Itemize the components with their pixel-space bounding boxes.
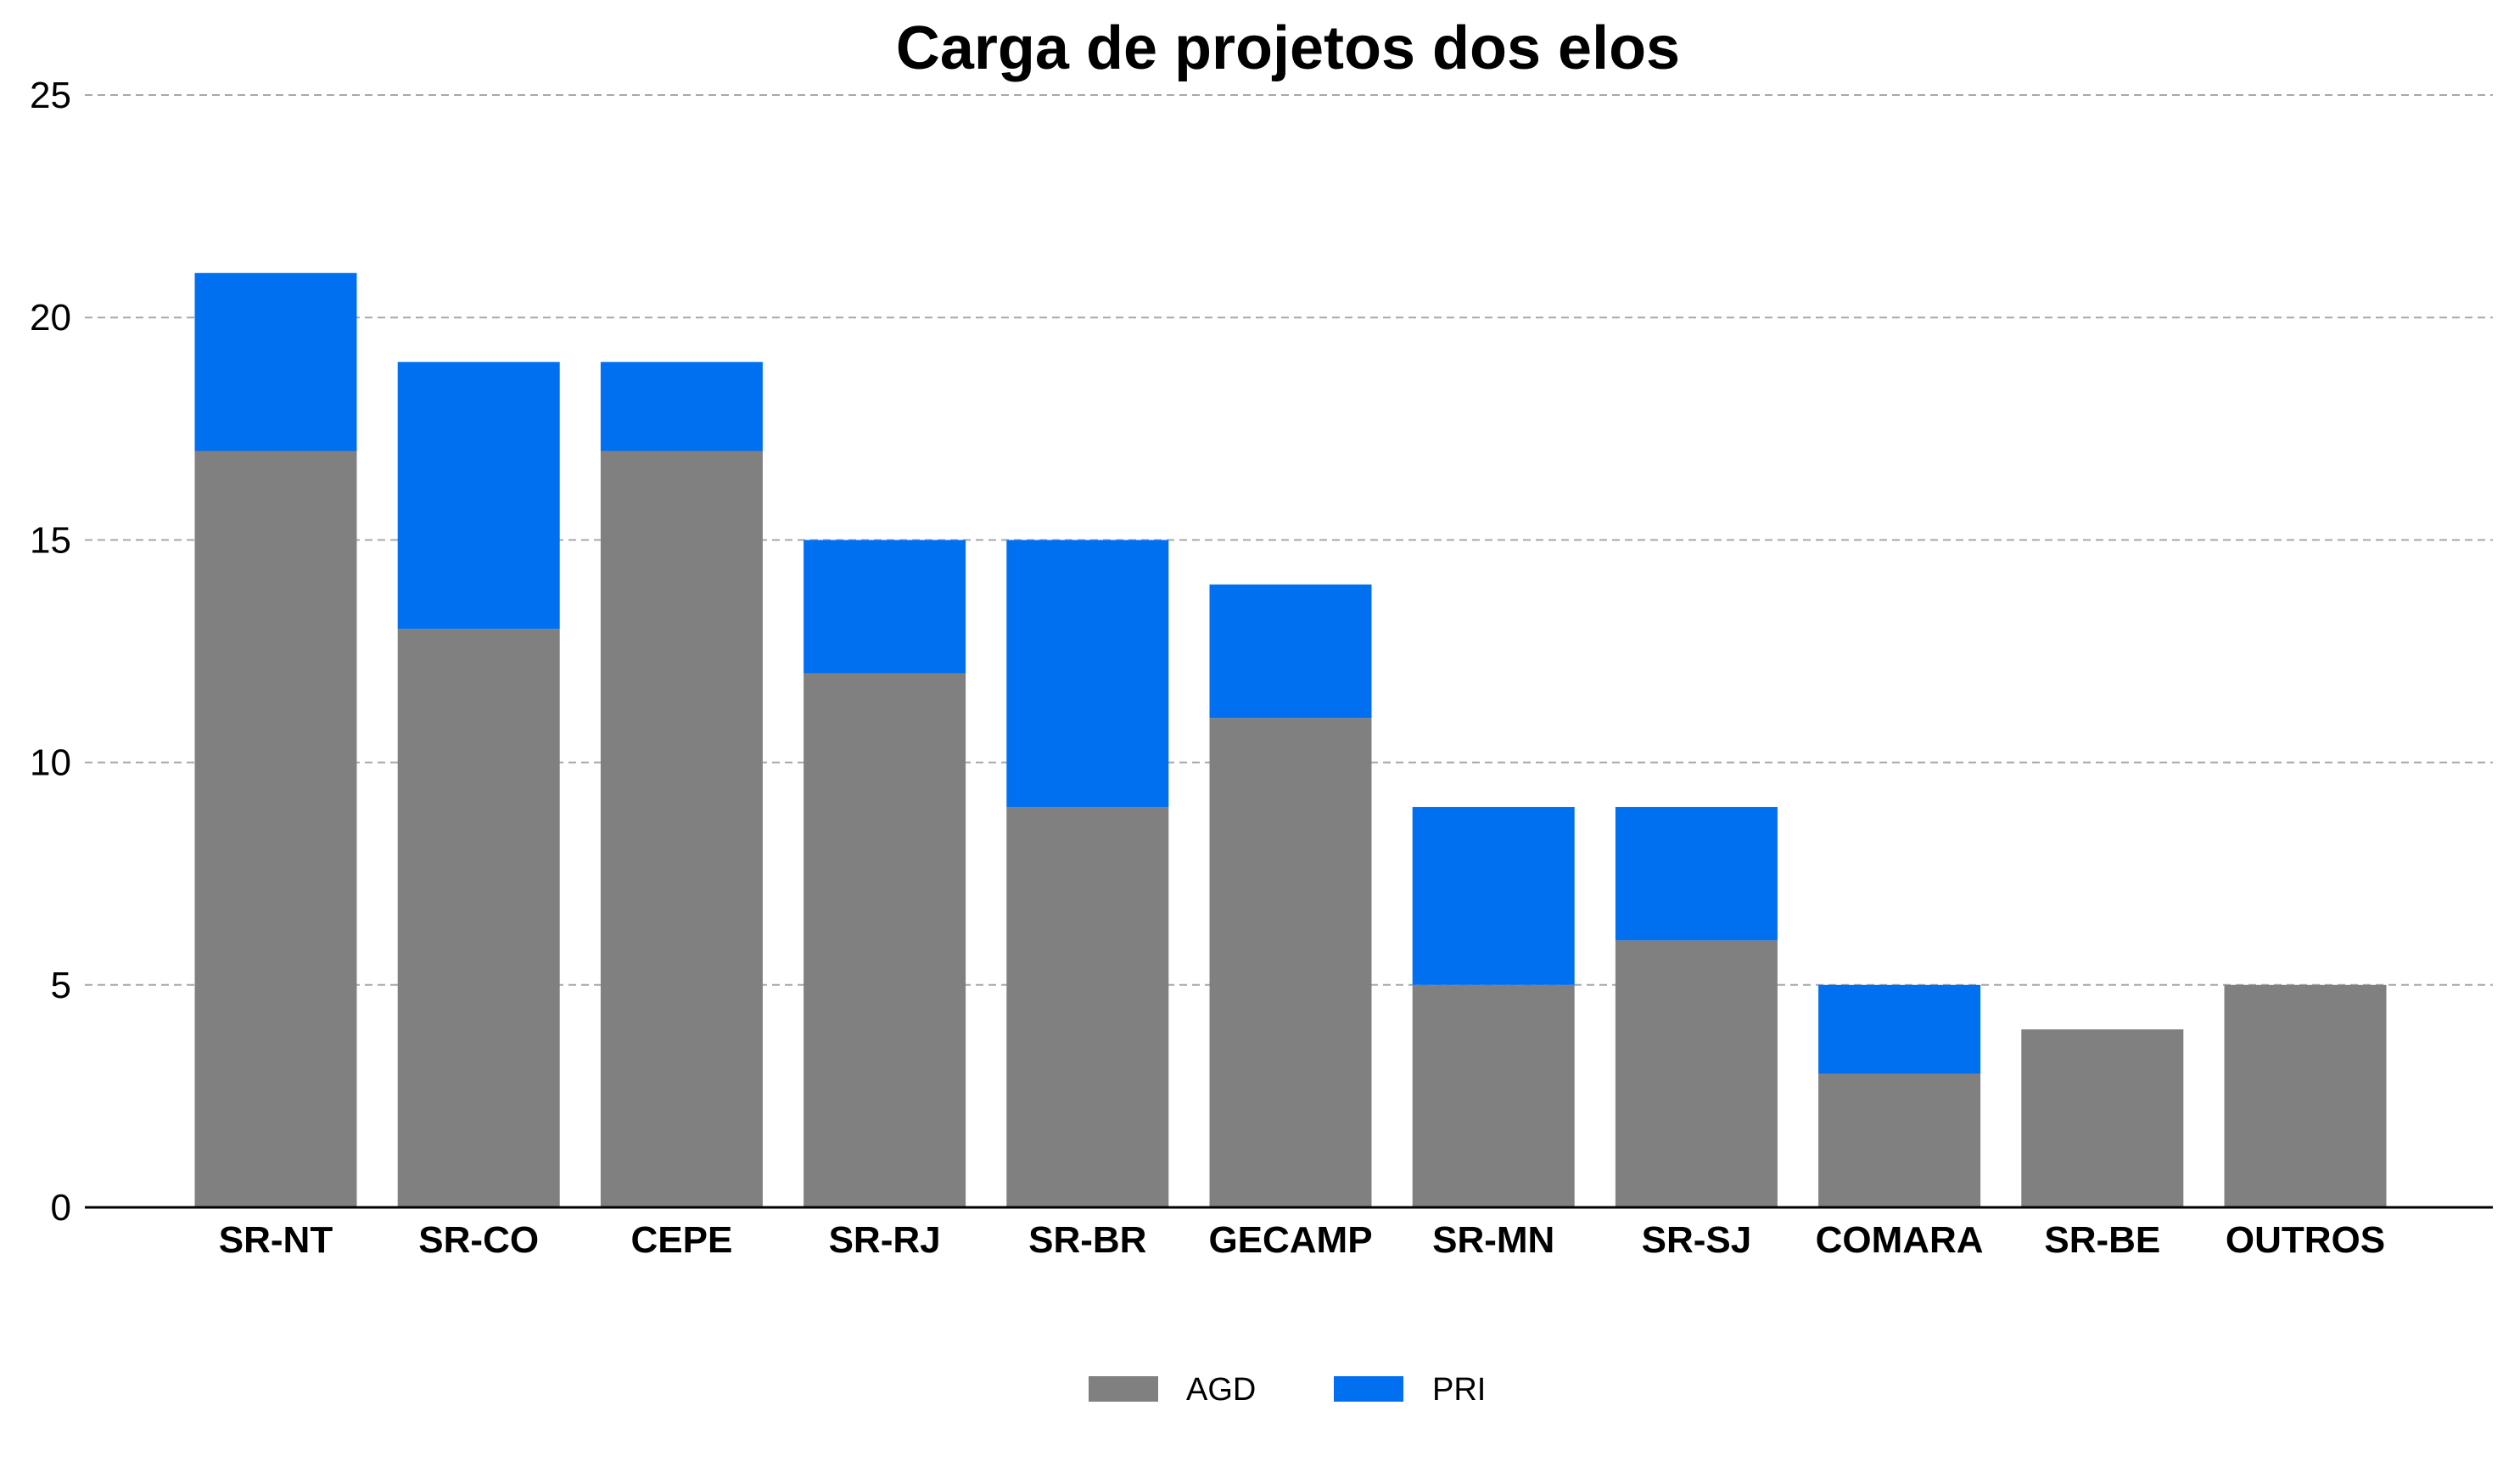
legend-swatch-agd: [1089, 1376, 1158, 1402]
y-tick-label-5: 5: [51, 965, 71, 1006]
x-tick-label-gecamp: GECAMP: [1208, 1219, 1372, 1261]
y-tick-label-0: 0: [51, 1187, 71, 1229]
x-tick-label-sr-br: SR-BR: [1028, 1219, 1146, 1261]
bar-agd-sr-rj: [804, 673, 966, 1207]
x-tick-label-sr-sj: SR-SJ: [1642, 1219, 1752, 1261]
bar-pri-sr-co: [397, 361, 560, 630]
bar-agd-comara: [1818, 1073, 1981, 1207]
bar-agd-sr-br: [1006, 807, 1169, 1207]
x-tick-label-sr-rj: SR-RJ: [829, 1219, 941, 1261]
bar-pri-sr-br: [1006, 540, 1169, 808]
legend-item-agd: AGD: [1089, 1372, 1256, 1408]
bar-pri-comara: [1818, 984, 1981, 1074]
bar-agd-sr-sj: [1615, 940, 1778, 1207]
x-tick-label-outros: OUTROS: [2226, 1219, 2385, 1261]
x-tick-label-cepe: CEPE: [630, 1219, 732, 1261]
y-tick-label-20: 20: [30, 297, 71, 339]
bar-agd-sr-be: [2021, 1029, 2184, 1207]
bar-pri-sr-rj: [804, 540, 966, 674]
chart-title: Carga de projetos dos elos: [896, 14, 1680, 82]
bar-agd-outros: [2224, 984, 2387, 1207]
axes: 0 5 10 15 20 25 SR-NT SR-CO CEPE SR-RJ SR-BR GECAMP…: [30, 75, 2493, 1261]
x-tick-label-sr-mn: SR-MN: [1432, 1219, 1554, 1261]
y-tick-label-10: 10: [30, 742, 71, 784]
bar-pri-sr-nt: [194, 272, 357, 451]
bar-agd-sr-co: [397, 629, 560, 1207]
x-tick-label-sr-be: SR-BE: [2044, 1219, 2160, 1261]
bar-pri-sr-sj: [1615, 807, 1778, 941]
x-tick-label-sr-co: SR-CO: [418, 1219, 539, 1261]
bar-pri-cepe: [600, 361, 763, 451]
bar-agd-sr-nt: [194, 451, 357, 1207]
y-tick-label-15: 15: [30, 519, 71, 561]
legend-item-pri: PRI: [1334, 1372, 1486, 1408]
legend-label-agd: AGD: [1186, 1372, 1256, 1408]
x-tick-label-comara: COMARA: [1816, 1219, 1984, 1261]
bar-agd-cepe: [600, 451, 763, 1207]
bar-pri-sr-mn: [1412, 807, 1575, 985]
legend: AGD PRI: [1089, 1372, 1486, 1408]
bar-pri-gecamp: [1209, 584, 1372, 719]
legend-label-pri: PRI: [1432, 1372, 1486, 1408]
bars: [194, 272, 2387, 1207]
bar-agd-sr-mn: [1412, 984, 1575, 1207]
y-tick-label-25: 25: [30, 75, 71, 116]
legend-swatch-pri: [1334, 1376, 1403, 1402]
x-tick-label-sr-nt: SR-NT: [219, 1219, 333, 1261]
bar-agd-gecamp: [1209, 718, 1372, 1207]
